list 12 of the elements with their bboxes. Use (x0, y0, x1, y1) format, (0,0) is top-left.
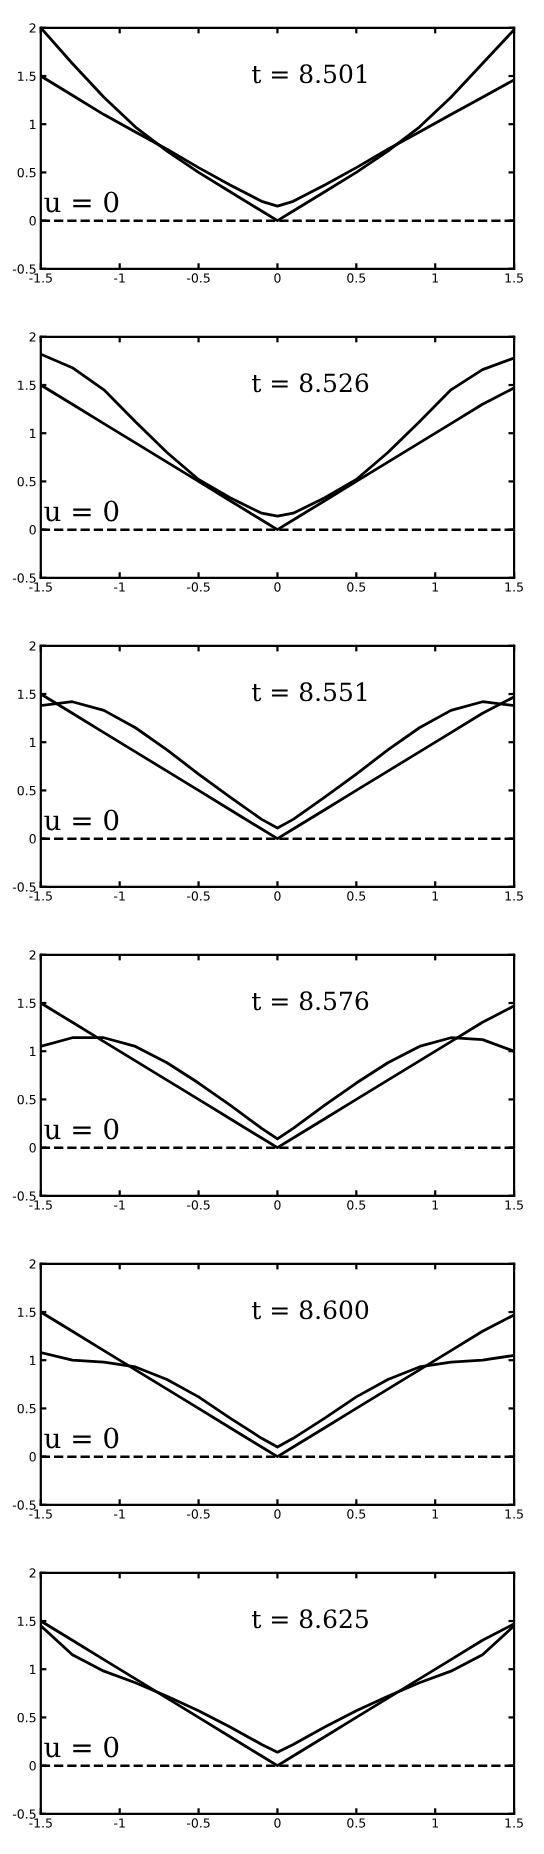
ref-line-label: u = 0 (44, 809, 119, 831)
ref-line-label: u = 0 (44, 1427, 119, 1449)
annotation: t = 8.600 (252, 1300, 369, 1320)
ref-line-label: u = 0 (44, 500, 119, 522)
annotation: t = 8.625 (252, 1609, 368, 1629)
annotation: t = 8.501 (252, 64, 367, 84)
ref-line-label: u = 0 (44, 1118, 119, 1140)
annotation: t = 8.526 (252, 373, 369, 393)
ref-line-label: u = 0 (44, 1736, 119, 1758)
annotation: t = 8.576 (252, 991, 369, 1011)
annotation: t = 8.551 (252, 682, 367, 702)
ref-line-label: u = 0 (44, 191, 119, 213)
